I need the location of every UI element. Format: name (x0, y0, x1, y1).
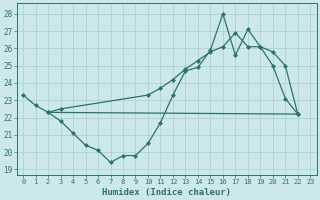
X-axis label: Humidex (Indice chaleur): Humidex (Indice chaleur) (102, 188, 231, 197)
